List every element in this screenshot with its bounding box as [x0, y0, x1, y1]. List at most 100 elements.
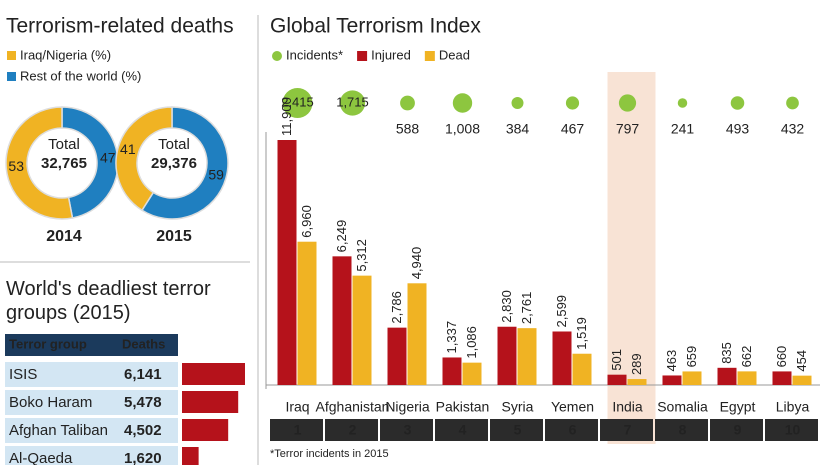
legend-label: Incidents*: [286, 47, 343, 62]
rank-label: 4: [459, 422, 467, 438]
bar: [517, 328, 537, 385]
segment-label: 41: [120, 141, 136, 157]
table-title: World's deadliest terror groups (2015): [6, 278, 211, 324]
rank-label: 7: [624, 422, 632, 438]
bar: [387, 327, 407, 385]
value-label: 4,940: [409, 247, 424, 280]
country-label: Yemen: [551, 399, 594, 415]
incident-bubble: [618, 94, 637, 112]
value-label: 11,900: [279, 97, 294, 136]
value-label: 2,786: [389, 291, 404, 324]
rank-label: 8: [679, 422, 687, 438]
segment-label: 47: [100, 149, 116, 165]
incident-bubble: [339, 90, 366, 116]
country-label: Somalia: [657, 399, 708, 415]
value-label: 835: [719, 342, 734, 364]
rank-label: 1: [294, 422, 302, 438]
legend-label: Rest of the world (%): [20, 68, 141, 83]
bar: [462, 362, 482, 385]
incident-label: 493: [726, 121, 750, 137]
rank-cell: [710, 419, 763, 441]
table-row: [5, 390, 178, 415]
bar: [607, 374, 627, 385]
bar: [182, 363, 245, 385]
donut-segment: [140, 106, 229, 220]
incident-bubble: [452, 93, 473, 113]
rank-cell: [380, 419, 433, 441]
rank-label: 9: [734, 422, 742, 438]
incident-bubble: [400, 95, 415, 111]
value-label: 1,519: [574, 317, 589, 350]
bar: [182, 419, 229, 441]
country-label: India: [612, 399, 643, 415]
legend-swatch: [7, 72, 16, 81]
rank-label: 2: [349, 422, 357, 438]
bar: [792, 375, 812, 385]
bar: [182, 391, 239, 413]
value-label: 1,337: [444, 321, 459, 354]
legend-swatch: [424, 51, 435, 61]
table-row: [5, 446, 178, 465]
country-label: Pakistan: [436, 399, 490, 415]
row-value: 4,502: [124, 422, 162, 439]
rank-label: 10: [785, 422, 801, 438]
header-cell: Deaths: [122, 336, 165, 351]
incident-bubble: [282, 88, 313, 118]
rank-cell: [325, 419, 378, 441]
bar: [352, 275, 372, 385]
bar: [332, 256, 352, 385]
value-label: 662: [739, 346, 754, 368]
country-label: Nigeria: [385, 399, 430, 415]
row-label: Afghan Taliban: [9, 422, 108, 439]
value-label: 501: [609, 349, 624, 371]
bar: [277, 140, 297, 385]
donut-segment: [115, 106, 173, 212]
legend-label: Dead: [439, 47, 470, 62]
value-label: 5,312: [354, 239, 369, 272]
value-label: 454: [794, 350, 809, 372]
legend-label: Injured: [371, 47, 411, 62]
bar: [627, 379, 647, 385]
incident-bubble: [786, 96, 799, 110]
incident-label: 384: [506, 121, 530, 137]
incident-label: 432: [781, 121, 805, 137]
country-label: Libya: [776, 399, 810, 415]
legend-swatch: [357, 51, 368, 61]
country-label: Iraq: [285, 399, 309, 415]
legend-swatch: [7, 51, 16, 60]
value-label: 660: [774, 346, 789, 368]
value-label: 463: [664, 350, 679, 372]
rank-label: 5: [514, 422, 522, 438]
incident-label: 467: [561, 121, 585, 137]
row-value: 1,620: [124, 450, 162, 465]
value-label: 659: [684, 346, 699, 368]
row-label: ISIS: [9, 366, 37, 383]
incident-bubble: [677, 98, 688, 108]
incident-label: 1,715: [336, 94, 369, 109]
bar: [442, 357, 462, 385]
total-text: Total: [158, 136, 190, 153]
incident-bubble: [565, 96, 580, 110]
incident-label: 1,008: [445, 121, 480, 137]
incident-label: 2,415: [281, 94, 314, 109]
donut-segment: [5, 106, 74, 220]
rank-cell: [270, 419, 323, 441]
total-text: Total: [48, 136, 80, 153]
rank-cell: [655, 419, 708, 441]
rank-cell: [600, 419, 653, 441]
row-label: Boko Haram: [9, 394, 92, 411]
value-label: 2,830: [499, 290, 514, 323]
value-label: 2,599: [554, 295, 569, 328]
incident-label: 241: [671, 121, 695, 137]
rank-label: 3: [404, 422, 412, 438]
bar: [737, 371, 757, 385]
bar: [662, 375, 682, 385]
value-label: 289: [629, 353, 644, 375]
index-title: Global Terrorism Index: [270, 15, 481, 38]
total-value: 29,376: [151, 155, 197, 172]
country-label: Syria: [502, 399, 534, 415]
table-row: [5, 362, 178, 387]
country-label: Afghanistan: [316, 399, 390, 415]
donut-segment: [61, 106, 119, 219]
